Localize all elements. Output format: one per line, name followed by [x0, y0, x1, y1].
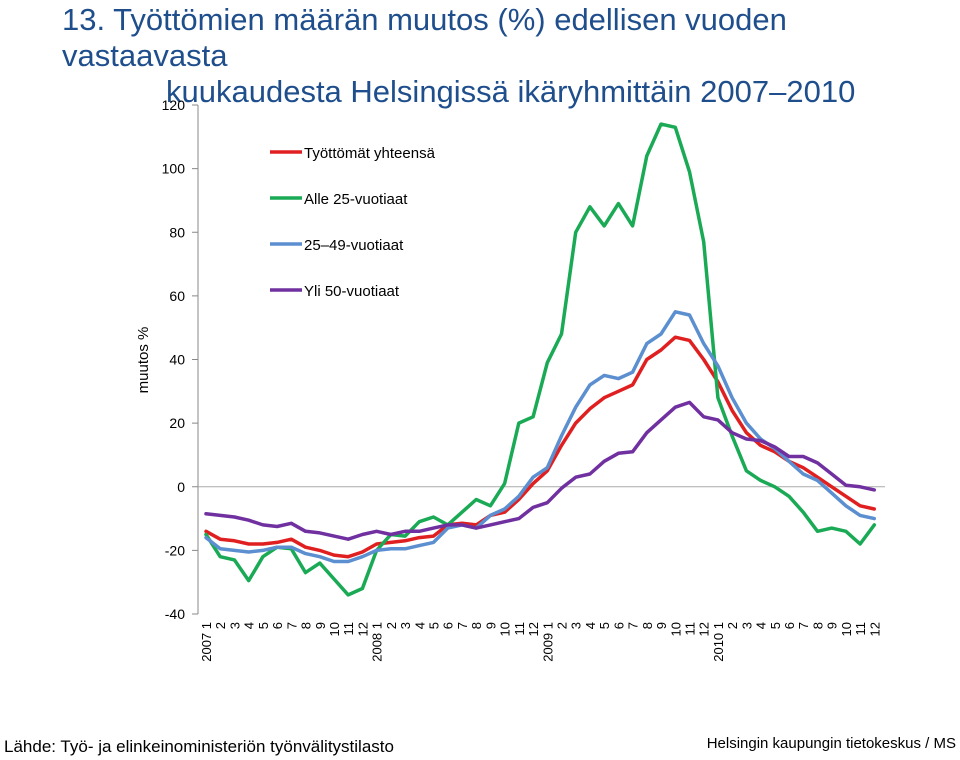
x-tick-label: 2008 1 [370, 622, 385, 662]
x-tick-label: 6 [611, 622, 626, 629]
y-axis-label: muutos % [135, 327, 152, 394]
x-tick-label: 10 [668, 622, 683, 636]
series-line-2 [204, 122, 877, 597]
series-line-3 [204, 310, 877, 564]
x-tick-label: 11 [853, 622, 868, 636]
chart-title-line-1: 13. Työttömien määrän muutos (%) edellis… [62, 2, 787, 73]
x-tick-label: 5 [768, 622, 783, 629]
x-tick-label: 6 [270, 622, 285, 629]
x-tick-label: 10 [498, 622, 513, 636]
x-tick-label: 2 [725, 622, 740, 629]
y-tick-label: 20 [169, 415, 185, 431]
x-tick-label: 7 [455, 622, 470, 629]
source-note: Lähde: Työ- ja elinkeinoministeriön työn… [4, 737, 394, 756]
y-tick-label: 120 [162, 97, 186, 113]
x-tick-label: 6 [782, 622, 797, 629]
x-tick-label: 9 [483, 622, 498, 629]
x-tick-label: 2 [384, 622, 399, 629]
chart-title-line-2: kuukaudesta Helsingissä ikäryhmittäin 20… [166, 74, 856, 109]
x-tick-label: 3 [569, 622, 584, 629]
y-tick-label: 100 [162, 161, 186, 177]
x-tick-label: 11 [682, 622, 697, 636]
y-tick-label: 40 [169, 352, 185, 368]
x-tick-label: 12 [526, 622, 541, 636]
chart-series [204, 122, 877, 597]
legend-label: 25–49-vuotiaat [304, 237, 404, 254]
x-tick-label: 3 [227, 622, 242, 629]
x-tick-label: 5 [256, 622, 271, 629]
chart-legend: Työttömät yhteensä Alle 25-vuotiaat 25–49-… [270, 145, 436, 300]
y-tick-label: 0 [177, 479, 185, 495]
x-tick-label: 4 [583, 622, 598, 629]
x-tick-label: 5 [597, 622, 612, 629]
x-tick-label: 4 [754, 622, 769, 629]
x-tick-label: 9 [313, 622, 328, 629]
x-tick-label: 3 [398, 622, 413, 629]
x-tick-label: 10 [839, 622, 854, 636]
x-tick-label: 2010 1 [711, 622, 726, 662]
chart-title: 13. Työttömien määrän muutos (%) edellis… [62, 2, 942, 110]
x-tick-label: 9 [825, 622, 840, 629]
x-tick-label: 4 [412, 622, 427, 629]
x-tick-label: 7 [626, 622, 641, 629]
y-tick-label: 80 [169, 224, 185, 240]
x-tick-label: 9 [654, 622, 669, 629]
x-tick-label: 8 [469, 622, 484, 629]
x-tick-label: 8 [640, 622, 655, 629]
x-tick-label: 12 [867, 622, 882, 636]
x-tick-label: 2 [213, 622, 228, 629]
x-tick-label: 8 [810, 622, 825, 629]
y-tick-label: 60 [169, 288, 185, 304]
legend-label: Työttömät yhteensä [304, 145, 436, 162]
y-tick-label: -40 [165, 606, 185, 622]
x-tick-label: 8 [299, 622, 314, 629]
legend-label: Yli 50-vuotiaat [304, 283, 400, 300]
x-tick-label: 4 [242, 622, 257, 629]
x-tick-label: 11 [512, 622, 527, 636]
x-tick-label: 12 [697, 622, 712, 636]
x-tick-label: 3 [739, 622, 754, 629]
x-tick-label: 7 [796, 622, 811, 629]
x-tick-label: 12 [355, 622, 370, 636]
x-tick-label: 6 [441, 622, 456, 629]
y-tick-label: -20 [165, 542, 185, 558]
x-tick-label: 2 [555, 622, 570, 629]
x-tick-label: 10 [327, 622, 342, 636]
x-tick-label: 7 [284, 622, 299, 629]
series-line-4 [204, 400, 877, 541]
series-line-1 [204, 335, 877, 559]
credit-note: Helsingin kaupungin tietokeskus / MS [706, 735, 956, 752]
x-tick-label: 2007 1 [199, 622, 214, 662]
x-tick-label: 11 [341, 622, 356, 636]
x-tick-label: 5 [427, 622, 442, 629]
legend-label: Alle 25-vuotiaat [304, 191, 408, 208]
x-tick-label: 2009 1 [540, 622, 555, 662]
